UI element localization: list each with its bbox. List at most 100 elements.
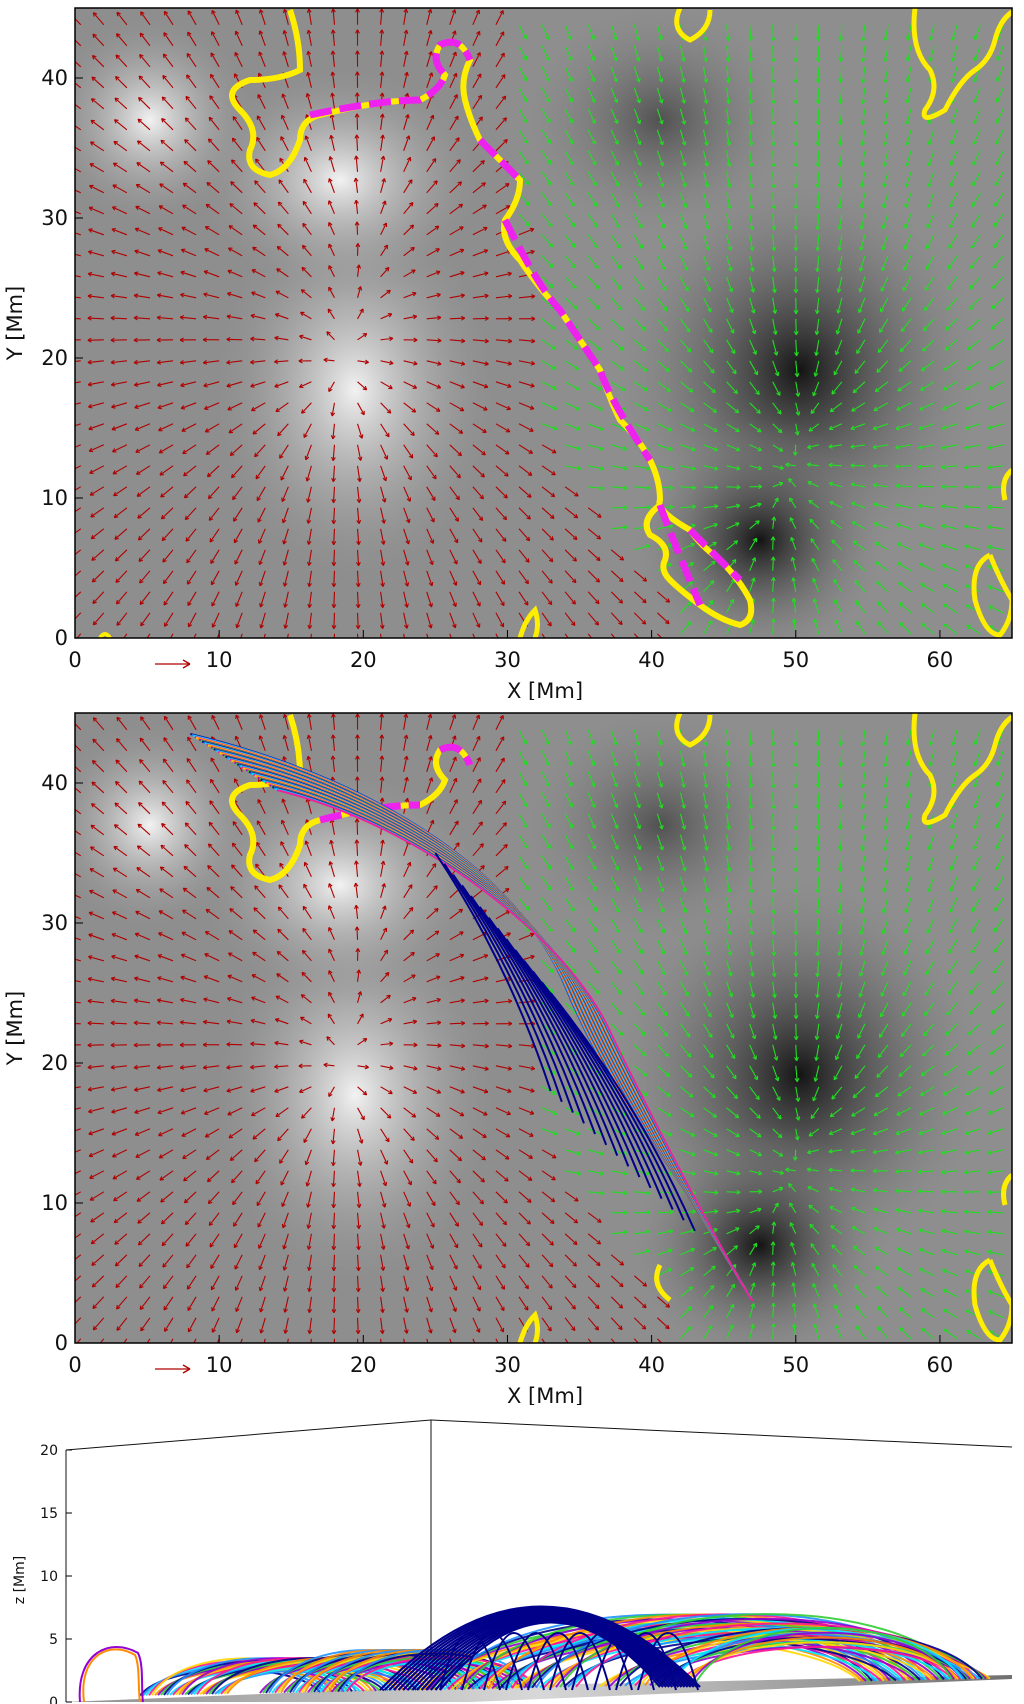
field-arrow — [918, 1149, 935, 1155]
field-arrow — [923, 297, 935, 312]
field-arrow — [403, 974, 416, 983]
field-arrow — [403, 179, 413, 194]
field-arrow — [987, 1170, 1004, 1175]
field-arrow — [806, 1167, 819, 1173]
field-arrow — [283, 1317, 289, 1334]
field-arrow — [987, 1229, 1004, 1235]
field-arrow — [895, 464, 912, 469]
field-arrow — [380, 465, 388, 482]
field-arrow — [231, 465, 243, 479]
field-arrow — [633, 792, 641, 809]
field-arrow — [403, 861, 412, 878]
field-arrow — [564, 960, 577, 974]
field-arrow — [357, 444, 363, 461]
field-arrow — [518, 792, 528, 808]
field-arrow — [299, 381, 312, 389]
field-arrow — [403, 755, 409, 772]
field-arrow — [112, 1170, 128, 1180]
field-arrow — [255, 136, 266, 152]
field-arrow — [633, 591, 647, 604]
field-arrow — [813, 360, 820, 377]
field-arrow — [187, 736, 197, 752]
field-arrow — [633, 771, 641, 788]
field-arrow — [749, 1065, 759, 1081]
field-arrow — [679, 813, 687, 830]
field-arrow — [815, 213, 821, 231]
field-arrow — [726, 771, 731, 788]
field-arrow — [876, 1286, 889, 1298]
field-arrow — [749, 465, 763, 471]
field-arrow — [587, 1212, 602, 1223]
field-arrow — [927, 171, 935, 188]
field-arrow — [472, 1296, 481, 1312]
field-arrow — [770, 556, 776, 571]
field-arrow — [813, 1065, 820, 1082]
field-arrow — [749, 1323, 755, 1339]
field-arrow — [357, 308, 364, 320]
field-arrow — [830, 520, 843, 530]
y-tick-label: 10 — [41, 1191, 68, 1215]
field-arrow — [680, 1306, 693, 1319]
field-arrow — [838, 813, 843, 831]
field-arrow — [330, 92, 336, 109]
field-arrow — [181, 226, 197, 236]
field-arrow — [449, 248, 465, 257]
field-arrow — [75, 980, 81, 983]
field-arrow — [679, 939, 688, 955]
field-arrow — [229, 444, 243, 457]
field-arrow — [75, 465, 82, 470]
field-arrow — [881, 960, 889, 977]
field-arrow — [896, 1247, 912, 1256]
field-arrow — [403, 50, 409, 67]
field-arrow — [281, 93, 289, 110]
field-arrow — [610, 612, 623, 626]
field-arrow — [380, 312, 393, 320]
field-arrow — [403, 381, 418, 389]
field-arrow — [282, 51, 289, 67]
field-arrow — [114, 528, 128, 540]
field-arrow — [495, 183, 510, 194]
field-arrow — [472, 1317, 481, 1333]
field-arrow — [90, 1212, 105, 1223]
field-arrow — [859, 213, 866, 230]
field-arrow — [134, 249, 151, 257]
field-arrow — [90, 824, 105, 836]
field-arrow — [472, 52, 481, 68]
field-arrow — [656, 318, 669, 332]
field-arrow — [355, 612, 361, 630]
field-arrow — [87, 1042, 104, 1048]
field-arrow — [518, 1191, 532, 1203]
field-arrow — [274, 1086, 289, 1093]
field-arrow — [813, 618, 820, 634]
field-arrow — [250, 1086, 266, 1093]
field-arrow — [449, 94, 458, 110]
field-arrow — [187, 715, 197, 731]
field-arrow — [355, 755, 360, 772]
field-arrow — [851, 1107, 866, 1117]
field-arrow — [301, 266, 312, 278]
field-arrow — [110, 1042, 127, 1048]
field-arrow — [883, 66, 889, 83]
field-arrow — [587, 591, 600, 605]
field-arrow — [858, 981, 866, 998]
field-arrow — [355, 50, 360, 67]
field-arrow — [275, 1107, 289, 1118]
field-arrow — [159, 866, 174, 878]
field-arrow — [380, 591, 385, 608]
field-arrow — [179, 1042, 197, 1048]
field-arrow — [426, 507, 435, 523]
field-arrow — [812, 1086, 820, 1102]
field-arrow — [904, 213, 912, 230]
field-arrow — [426, 51, 433, 67]
field-arrow — [973, 45, 981, 62]
field-arrow — [472, 360, 489, 366]
field-arrow — [748, 771, 754, 789]
field-arrow — [837, 234, 843, 251]
field-arrow — [564, 771, 573, 787]
field-arrow — [895, 423, 912, 431]
field-arrow — [679, 834, 687, 851]
field-arrow — [92, 612, 105, 626]
field-arrow — [828, 462, 842, 468]
y-tick-label: 10 — [41, 486, 68, 510]
field-arrow — [495, 865, 509, 878]
